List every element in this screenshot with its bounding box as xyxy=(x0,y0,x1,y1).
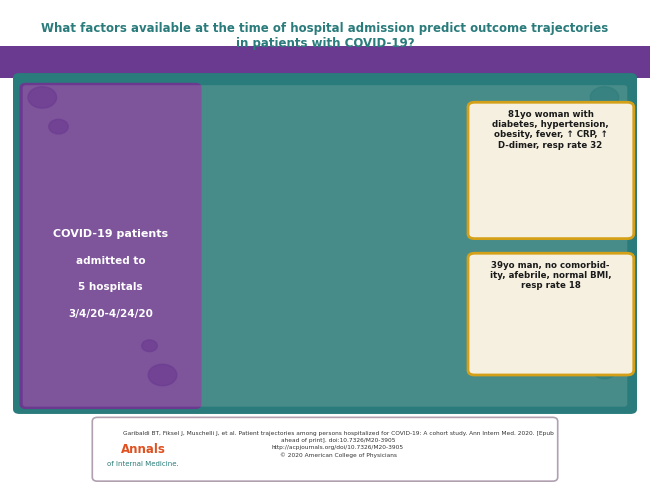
Text: COVID-19 patients: COVID-19 patients xyxy=(53,229,168,239)
Text: of Internal Medicine.: of Internal Medicine. xyxy=(107,461,179,467)
Text: 3/4/20-4/24/20: 3/4/20-4/24/20 xyxy=(68,309,153,319)
Text: What factors available at the time of hospital admission predict outcome traject: What factors available at the time of ho… xyxy=(42,22,608,35)
Legend: Patient A, Patient B, Patient C, Patient D, Patient E, Patient F: Patient A, Patient B, Patient C, Patient… xyxy=(231,111,342,152)
Text: Garibaldi BT, Fiksel J, Muschelli J, et al. Patient trajectories among persons h: Garibaldi BT, Fiksel J, Muschelli J, et … xyxy=(123,431,553,458)
Y-axis label: Severe Disease or Death: Severe Disease or Death xyxy=(172,181,181,306)
Text: Annals: Annals xyxy=(120,443,166,455)
Text: admitted to: admitted to xyxy=(75,256,146,265)
Text: 81yo woman with
diabetes, hypertension,
obesity, fever, ↑ CRP, ↑
D-dimer, resp r: 81yo woman with diabetes, hypertension, … xyxy=(492,110,609,150)
Text: 5 hospitals: 5 hospitals xyxy=(78,282,143,292)
X-axis label: Days From Admission: Days From Admission xyxy=(280,403,396,413)
Text: in patients with COVID-19?: in patients with COVID-19? xyxy=(236,37,414,50)
Text: 39yo man, no comorbid-
ity, afebrile, normal BMI,
resp rate 18: 39yo man, no comorbid- ity, afebrile, no… xyxy=(489,261,612,290)
